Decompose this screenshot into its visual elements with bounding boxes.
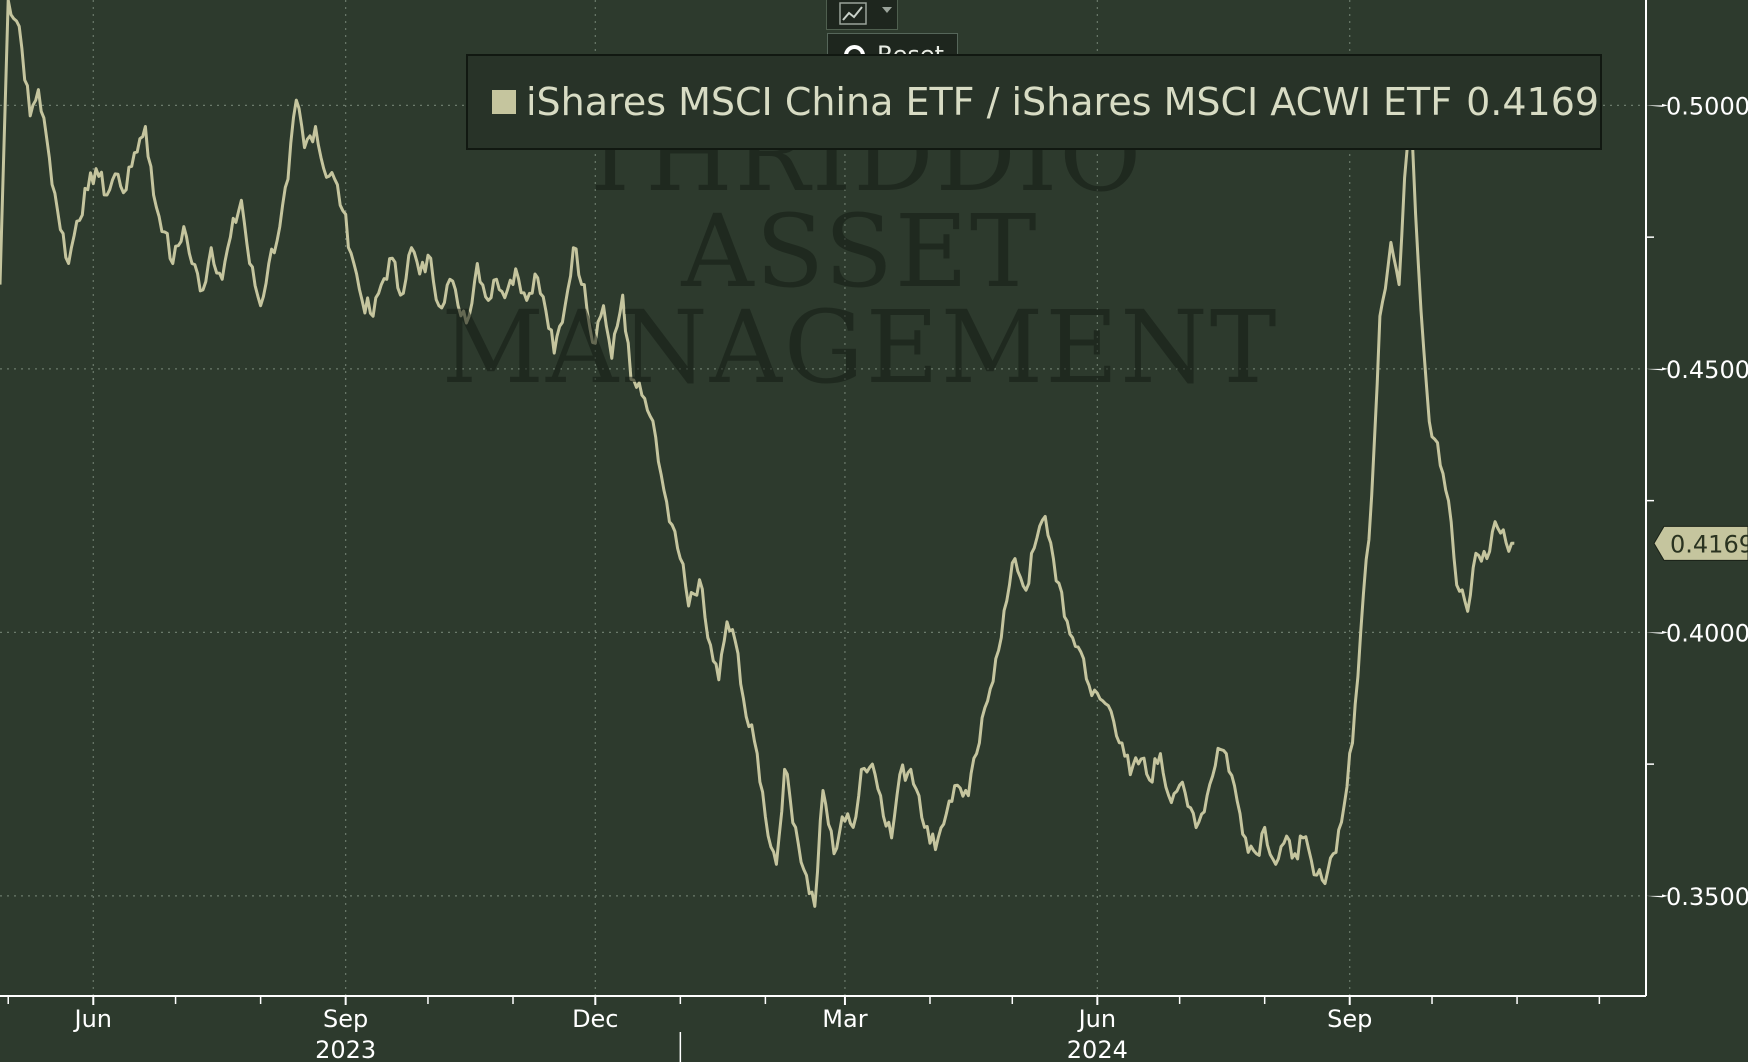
x-tick-label: Sep bbox=[1327, 1005, 1372, 1033]
x-tick-label: Sep bbox=[323, 1005, 368, 1033]
y-tick-label: 0.4500 bbox=[1666, 356, 1748, 384]
y-tick-mark bbox=[1646, 367, 1668, 371]
chart-legend: iShares MSCI China ETF / iShares MSCI AC… bbox=[466, 54, 1602, 150]
grid-lines bbox=[0, 0, 1646, 996]
x-tick-label: Dec bbox=[572, 1005, 618, 1033]
y-tick-mark bbox=[1646, 630, 1668, 634]
legend-swatch bbox=[492, 90, 516, 114]
chart-type-dropdown[interactable] bbox=[826, 0, 898, 30]
y-tick-label: 0.4000 bbox=[1666, 619, 1748, 647]
year-label: 2024 bbox=[1067, 1036, 1128, 1062]
x-tick-label: Jun bbox=[73, 1005, 113, 1033]
x-tick-label: Mar bbox=[822, 1005, 867, 1033]
year-label: 2023 bbox=[315, 1036, 376, 1062]
series-line bbox=[0, 0, 1515, 908]
axes bbox=[0, 0, 1668, 1062]
last-value-label: 0.4169 bbox=[1670, 530, 1748, 558]
axis-labels: 0.3500 0.4000 0.4500 0.5000 Jun Sep Dec Mar Jun S… bbox=[73, 92, 1748, 1062]
y-tick-label: 0.3500 bbox=[1666, 883, 1748, 911]
legend-value: 0.4169 bbox=[1466, 80, 1600, 124]
y-tick-mark bbox=[1646, 103, 1668, 107]
last-value-tag bbox=[1653, 525, 1748, 561]
y-tick-mark bbox=[1646, 894, 1668, 898]
legend-series-name: iShares MSCI China ETF / iShares MSCI AC… bbox=[526, 80, 1453, 124]
series-layer bbox=[0, 0, 1515, 908]
y-tick-label: 0.5000 bbox=[1666, 92, 1748, 120]
x-tick-label: Jun bbox=[1077, 1005, 1117, 1033]
chevron-down-icon bbox=[882, 7, 892, 13]
line-chart-icon bbox=[839, 2, 867, 25]
